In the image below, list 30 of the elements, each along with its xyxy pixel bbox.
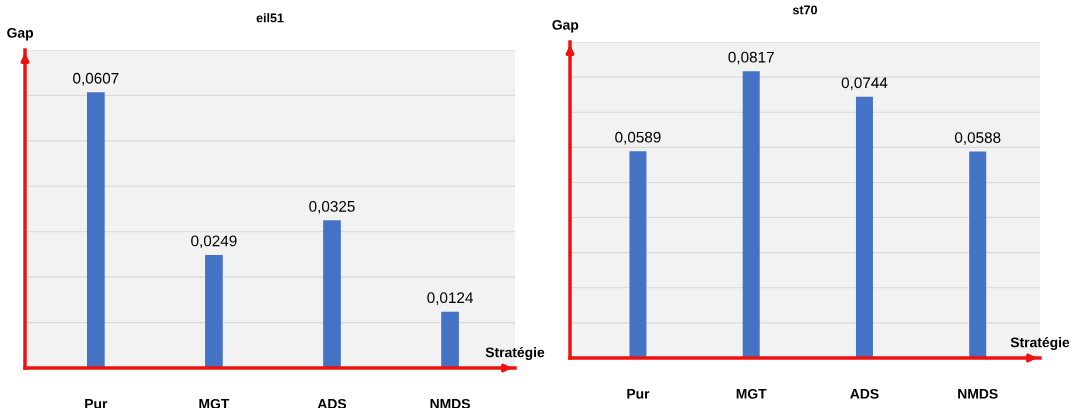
bar [969, 151, 987, 358]
chart-title: st70 [792, 5, 817, 15]
data-label: 0,0817 [728, 51, 774, 65]
data-label: 0,0124 [427, 292, 473, 305]
x-tick-label: NMDS [958, 388, 998, 399]
bar [855, 96, 873, 358]
y-axis-title: Gap [7, 27, 34, 41]
data-label: 0,0249 [191, 235, 237, 249]
data-label: 0,0325 [309, 200, 355, 214]
x-tick-label: ADS [317, 398, 347, 408]
bar [441, 311, 459, 368]
chart-title: eil51 [256, 13, 284, 23]
x-tick-label: MGT [736, 388, 767, 399]
x-tick-label: MGT [199, 398, 230, 408]
x-tick-label: Pur [85, 399, 108, 408]
x-tick-label: Pur [627, 389, 650, 399]
bar [323, 220, 341, 368]
bar [742, 71, 760, 358]
data-label: 0,0607 [73, 72, 119, 86]
x-tick-label: NMDS [430, 398, 470, 408]
x-tick-label: ADS [850, 388, 879, 399]
data-label: 0,0589 [615, 131, 661, 145]
data-label: 0,0744 [841, 77, 888, 90]
bar [629, 151, 647, 358]
data-label: 0,0588 [954, 132, 1001, 145]
bar [86, 92, 105, 368]
y-axis-title: Gap [552, 19, 579, 33]
bar [205, 254, 223, 368]
x-axis-title: Stratégie [485, 346, 545, 361]
x-axis-title: Stratégie [1010, 336, 1070, 351]
